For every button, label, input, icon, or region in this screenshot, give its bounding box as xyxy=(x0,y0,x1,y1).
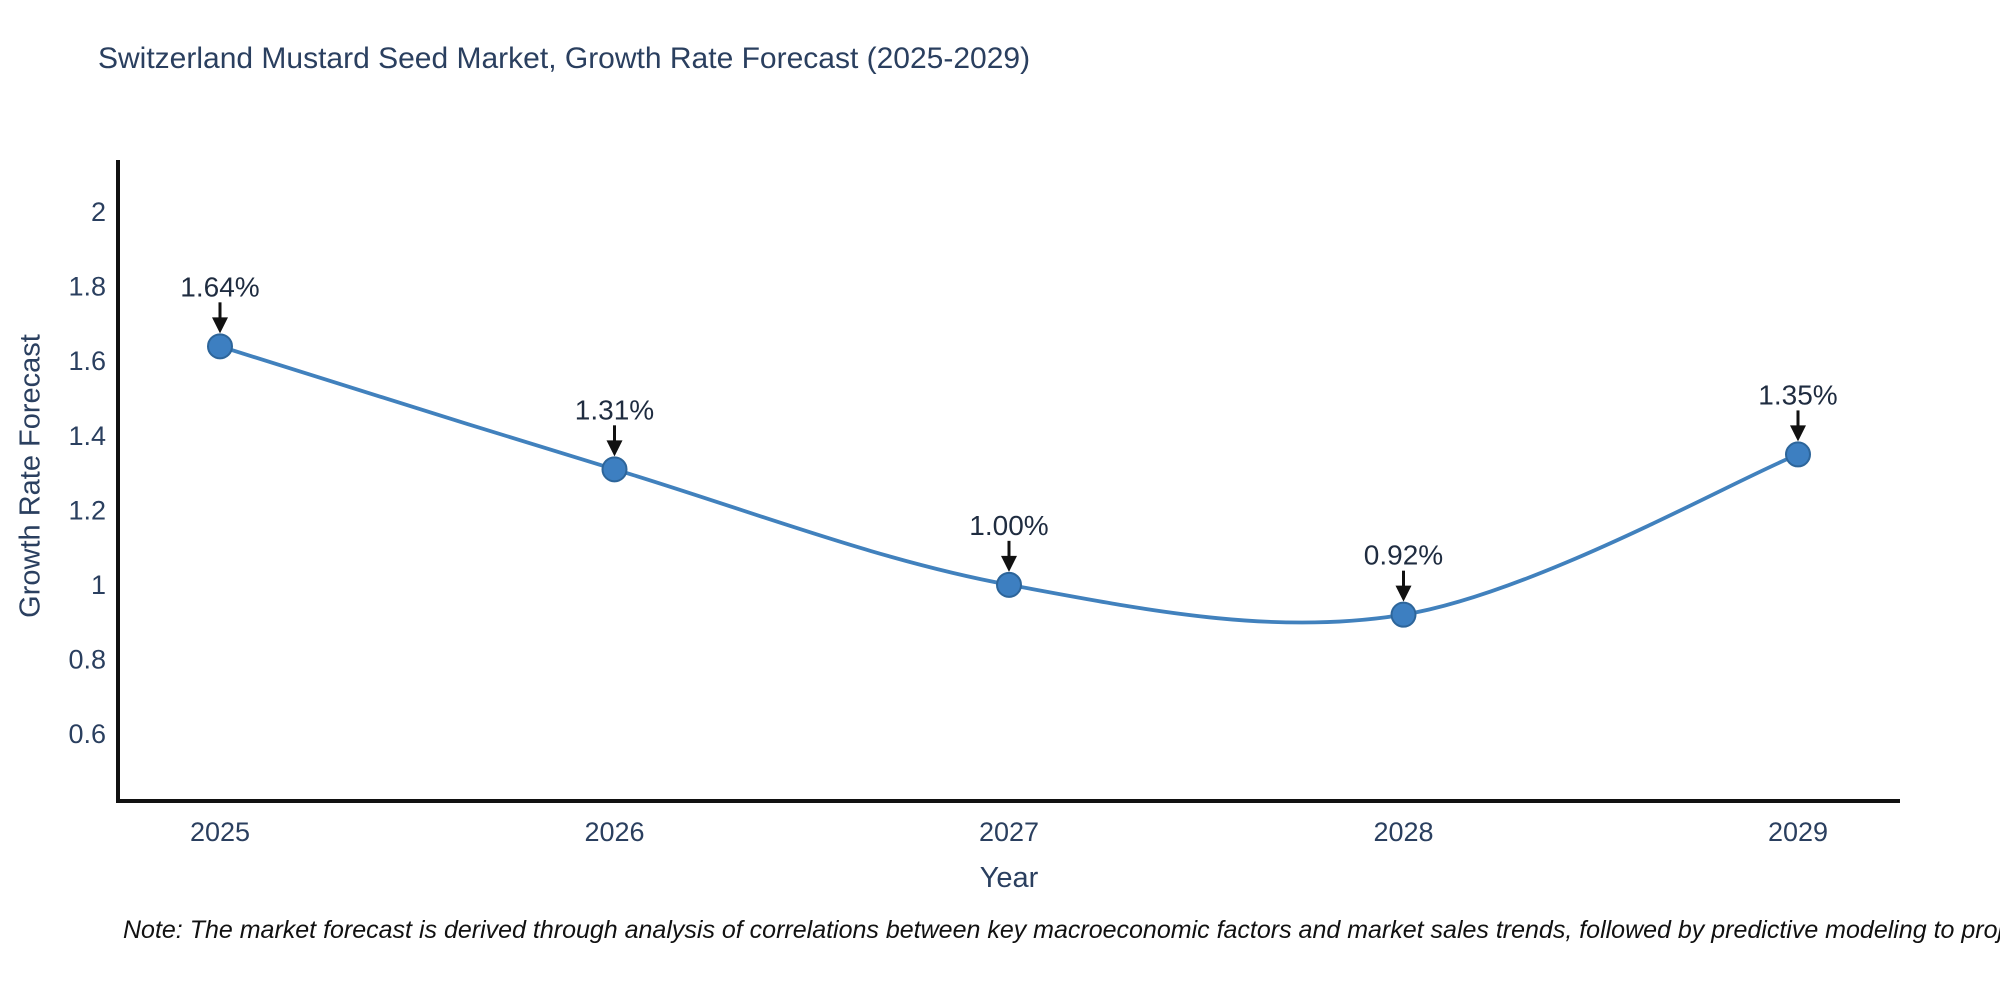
data-point-marker xyxy=(1390,601,1417,628)
y-tick-label: 1.8 xyxy=(68,272,106,302)
data-point-label: 1.31% xyxy=(575,394,654,425)
x-axis-title: Year xyxy=(979,862,1039,894)
x-tick-label: 2026 xyxy=(584,817,644,847)
data-point-marker xyxy=(1785,441,1811,468)
y-tick-label: 1 xyxy=(91,570,106,600)
x-tick-label: 2028 xyxy=(1373,817,1433,847)
data-point-marker xyxy=(996,571,1022,598)
data-point-marker xyxy=(207,333,233,360)
data-point-label: 1.64% xyxy=(180,271,259,302)
annotation-arrowhead xyxy=(1395,585,1412,602)
data-point-label: 1.00% xyxy=(969,510,1048,541)
y-axis-title: Growth Rate Forecast xyxy=(14,334,47,618)
chart-title: Switzerland Mustard Seed Market, Growth … xyxy=(98,42,1031,75)
y-tick-label: 1.4 xyxy=(68,421,106,451)
annotation-arrowhead xyxy=(1001,555,1017,572)
y-tick-label: 0.8 xyxy=(68,644,106,674)
annotation-arrowhead xyxy=(212,317,228,334)
x-tick-label: 2029 xyxy=(1768,817,1828,847)
y-tick-label: 1.2 xyxy=(68,495,106,525)
y-tick-label: 0.6 xyxy=(68,719,106,749)
data-point-label: 1.35% xyxy=(1758,379,1837,410)
x-tick-label: 2025 xyxy=(190,817,250,847)
x-tick-label: 2027 xyxy=(979,817,1039,847)
y-tick-label: 2 xyxy=(91,197,106,227)
data-point-marker xyxy=(601,456,628,483)
annotation-arrowhead xyxy=(1790,425,1806,442)
y-tick-label: 1.6 xyxy=(68,346,106,376)
data-point-label: 0.92% xyxy=(1364,540,1443,571)
annotation-arrowhead xyxy=(606,440,623,457)
footnote: Note: The market forecast is derived thr… xyxy=(123,916,2000,944)
